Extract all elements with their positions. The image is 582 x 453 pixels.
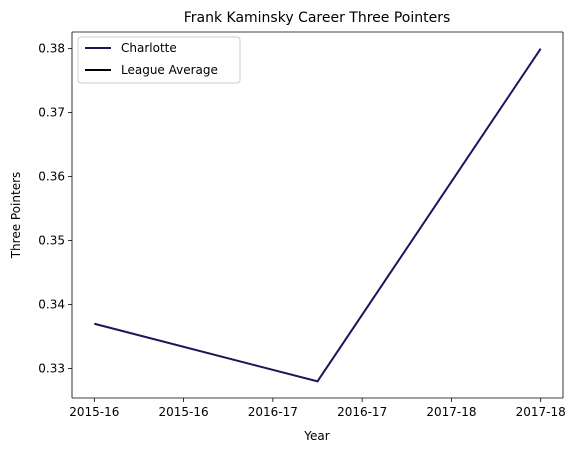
x-tick-label: 2017-18 [516, 405, 566, 419]
x-axis-ticks: 2015-16 2015-16 2016-17 2016-17 2017-18 2017-… [69, 398, 566, 419]
y-axis-label: Three Pointers [9, 172, 23, 260]
series-line-0 [94, 48, 542, 383]
x-tick-label: 2015-16 [69, 405, 119, 419]
legend-frame [77, 36, 241, 84]
x-tick-label: 2016-17 [248, 405, 298, 419]
y-tick-label: 0.36 [38, 170, 65, 184]
y-tick-label: 0.37 [38, 106, 65, 120]
y-tick-label: 0.35 [38, 234, 65, 248]
series-layer [94, 48, 542, 383]
plot-background [72, 32, 563, 398]
x-axis-label: Year [303, 429, 329, 443]
y-axis-ticks: 0.33 0.34 0.35 0.36 0.37 0.38 [38, 42, 72, 376]
y-tick-label: 0.34 [38, 298, 65, 312]
legend-label-1: League Average [121, 63, 218, 77]
legend: Charlotte League Average [77, 36, 241, 84]
x-tick-label: 2015-16 [159, 405, 209, 419]
x-tick-label: 2016-17 [337, 405, 387, 419]
x-tick-label: 2017-18 [426, 405, 476, 419]
legend-label-0: Charlotte [121, 41, 177, 55]
axes-layer [71, 31, 564, 399]
plot-area [72, 32, 563, 398]
y-tick-label: 0.33 [38, 362, 65, 376]
chart-title: Frank Kaminsky Career Three Pointers [184, 10, 451, 26]
y-tick-label: 0.38 [38, 42, 65, 56]
